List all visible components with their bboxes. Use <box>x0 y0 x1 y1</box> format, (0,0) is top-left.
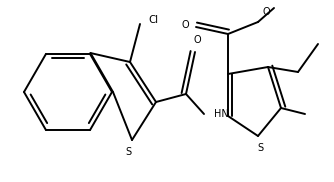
Text: S: S <box>257 143 263 153</box>
Text: HN: HN <box>214 109 229 119</box>
Text: Cl: Cl <box>148 15 158 25</box>
Text: S: S <box>125 147 131 157</box>
Text: O: O <box>181 20 189 30</box>
Text: O: O <box>193 35 201 45</box>
Text: O: O <box>263 7 271 17</box>
